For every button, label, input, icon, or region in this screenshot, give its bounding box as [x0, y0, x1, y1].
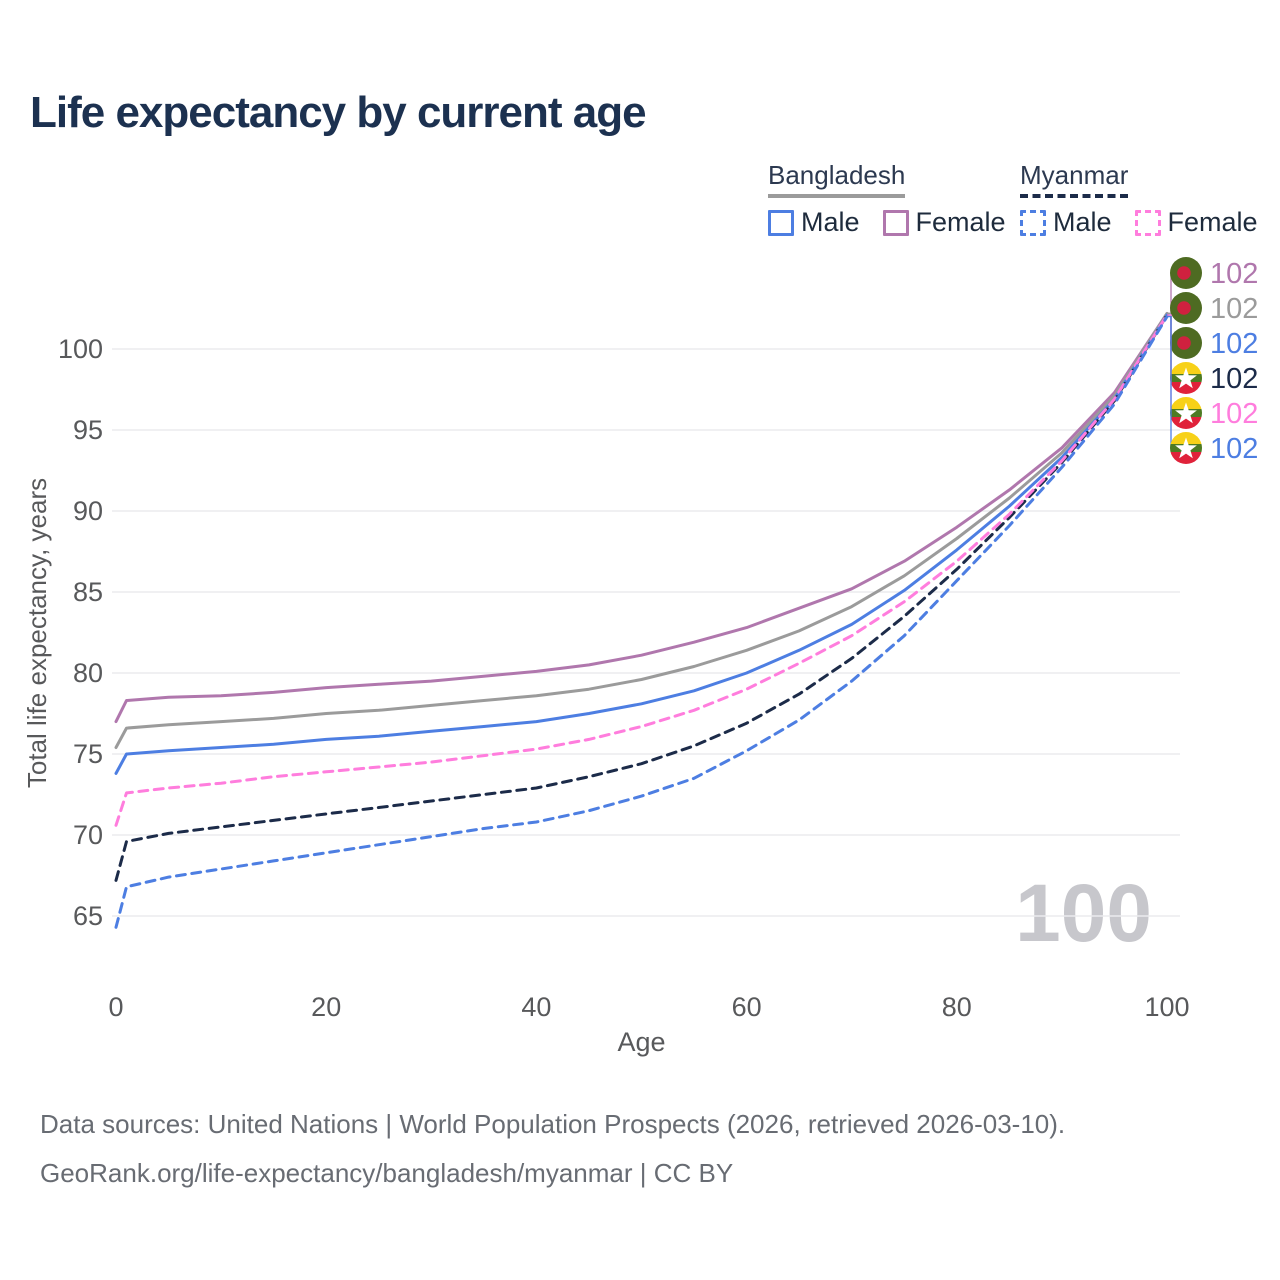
footer-data-sources: Data sources: United Nations | World Pop…: [40, 1109, 1066, 1139]
footer: Data sources: United Nations | World Pop…: [40, 1100, 1065, 1198]
endpoint-value-label: 102: [1210, 328, 1258, 360]
x-tick-label: 0: [108, 992, 123, 1022]
endpoint-value-label: 102: [1210, 398, 1258, 430]
flag-icon-bangladesh-disc: [1177, 336, 1191, 350]
x-axis-title: Age: [617, 1027, 665, 1057]
y-tick-label: 75: [73, 739, 103, 769]
x-tick-label: 60: [732, 992, 762, 1022]
series-line-myanmar-male: [114, 315, 1169, 929]
legend-label: Male: [1053, 207, 1112, 237]
series-line-myanmar-female: [114, 313, 1169, 827]
legend-label: Male: [801, 207, 860, 237]
endpoint-value-label: 102: [1210, 258, 1258, 290]
y-tick-label: 70: [73, 820, 103, 850]
flag-icon-bangladesh-disc: [1177, 266, 1191, 280]
watermark: 100: [1015, 868, 1152, 959]
endpoint-value-label: 102: [1210, 363, 1258, 395]
series-line-bangladesh-both: [114, 311, 1169, 749]
legend-item-myanmar-female[interactable]: Female: [1134, 207, 1258, 238]
x-tick-label: 100: [1144, 992, 1189, 1022]
legend-group-myanmar: Myanmar Male Female: [1020, 160, 1258, 238]
x-tick-label: 80: [942, 992, 972, 1022]
legend-swatch-myanmar-male: [1020, 209, 1046, 236]
legend-label: Female: [915, 207, 1006, 237]
y-tick-label: 65: [73, 901, 103, 931]
series-line-bangladesh-female: [114, 311, 1169, 724]
series-line-bangladesh-male: [114, 313, 1169, 775]
legend-group-bangladesh: Bangladesh Male Female: [768, 160, 1006, 238]
legend-swatch-myanmar-female: [1134, 209, 1161, 236]
flag-icon-myanmar-star: [1175, 437, 1197, 459]
legend-header-myanmar[interactable]: Myanmar: [1020, 160, 1129, 198]
flag-icon-myanmar-star: [1175, 367, 1197, 389]
y-tick-label: 80: [73, 658, 103, 688]
legend-label: Female: [1167, 207, 1258, 237]
x-tick-label: 40: [521, 992, 551, 1022]
legend-item-bangladesh-female[interactable]: Female: [882, 207, 1006, 238]
x-tick-label: 20: [311, 992, 341, 1022]
legend-swatch-bangladesh-male: [768, 209, 794, 236]
endpoint-value-label: 102: [1210, 293, 1258, 325]
flag-icon-myanmar: [1170, 452, 1202, 464]
endpoint-value-label: 102: [1210, 433, 1258, 465]
y-tick-label: 85: [73, 577, 103, 607]
flag-icon-myanmar: [1170, 417, 1202, 429]
y-axis-title: Total life expectancy, years: [22, 478, 52, 788]
page-title: Life expectancy by current age: [30, 88, 647, 137]
legend-item-myanmar-male[interactable]: Male: [1020, 207, 1112, 238]
legend-items-bangladesh: Male Female: [768, 207, 1006, 238]
footer-attribution-link: GeoRank.org/life-expectancy/bangladesh/m…: [40, 1158, 734, 1188]
y-tick-label: 90: [73, 496, 103, 526]
legend-swatch-bangladesh-female: [882, 209, 909, 236]
y-tick-label: 95: [73, 415, 103, 445]
legend-item-bangladesh-male[interactable]: Male: [768, 207, 860, 238]
legend-header-bangladesh[interactable]: Bangladesh: [768, 160, 906, 198]
legend-items-myanmar: Male Female: [1020, 207, 1258, 238]
flag-icon-myanmar-star: [1175, 402, 1197, 424]
flag-icon-bangladesh-disc: [1177, 301, 1191, 315]
y-tick-label: 100: [58, 334, 103, 364]
flag-icon-myanmar: [1170, 382, 1202, 394]
series-line-myanmar-both: [114, 313, 1169, 882]
